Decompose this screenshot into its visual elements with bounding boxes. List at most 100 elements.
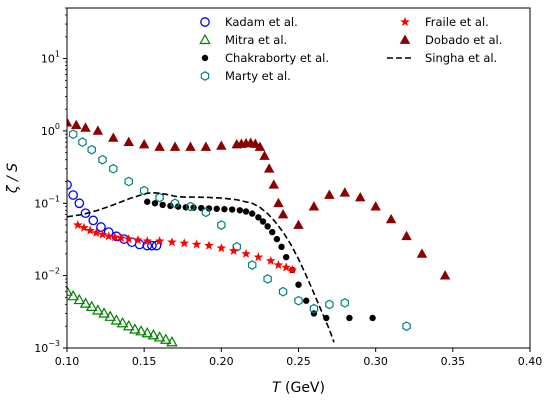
data-point xyxy=(295,281,302,288)
legend-item: Chakraborty et al. xyxy=(201,51,329,65)
data-point xyxy=(85,300,98,311)
data-point xyxy=(153,331,166,342)
data-point xyxy=(155,192,164,203)
legend-label: Singha et al. xyxy=(425,51,497,65)
data-point xyxy=(87,144,96,155)
data-point xyxy=(221,205,228,213)
data-point xyxy=(110,232,120,242)
data-point xyxy=(147,329,160,340)
data-point xyxy=(116,233,126,243)
y-tick-label: 10−2 xyxy=(34,267,60,283)
series-chakraborty-et-al xyxy=(144,198,376,322)
data-point xyxy=(160,333,172,344)
data-point xyxy=(109,163,118,174)
data-point xyxy=(138,138,150,149)
data-point xyxy=(201,207,211,218)
legend-item: Marty et al. xyxy=(200,69,291,83)
legend-item: Kadam et al. xyxy=(200,15,298,29)
data-point xyxy=(179,238,190,248)
data-point xyxy=(79,222,89,232)
data-point xyxy=(67,289,79,301)
data-point xyxy=(278,286,288,297)
data-point xyxy=(205,205,213,212)
data-point xyxy=(346,314,353,322)
series-fraile-et-al xyxy=(73,220,298,274)
legend: Kadam et al. Mitra et al. Chakraborty et a… xyxy=(199,15,502,83)
data-point xyxy=(92,304,104,315)
data-point xyxy=(263,274,272,284)
data-point xyxy=(213,205,220,212)
data-point xyxy=(402,321,411,332)
data-point xyxy=(170,198,180,209)
data-point xyxy=(339,187,351,197)
data-point xyxy=(294,295,303,306)
data-point xyxy=(281,262,291,272)
x-tick-label: 0.30 xyxy=(363,355,388,368)
legend-label: Fraile et al. xyxy=(425,15,489,29)
data-point xyxy=(216,243,227,253)
series-line xyxy=(67,191,335,343)
data-point xyxy=(108,132,119,142)
data-point xyxy=(142,236,153,246)
data-point xyxy=(204,240,214,250)
series-marty-et-al xyxy=(68,129,411,332)
legend-swatch xyxy=(400,17,410,27)
data-point xyxy=(308,201,320,211)
data-point xyxy=(268,179,280,189)
x-axis-label-symbol: T xyxy=(272,380,282,396)
data-point xyxy=(401,230,412,241)
data-point xyxy=(88,215,99,226)
data-point xyxy=(91,227,102,237)
x-tick-label: 0.10 xyxy=(55,355,80,368)
data-point xyxy=(282,253,290,261)
data-point xyxy=(104,310,116,321)
data-point xyxy=(278,243,285,251)
y-tick-label: 100 xyxy=(41,122,60,138)
data-point xyxy=(259,218,267,225)
data-point xyxy=(67,117,73,127)
legend-swatch xyxy=(199,33,211,45)
data-point xyxy=(369,314,376,322)
data-point xyxy=(265,255,276,265)
x-axis-label: T (GeV) xyxy=(272,380,325,396)
data-point xyxy=(68,190,79,200)
data-point xyxy=(439,270,451,280)
data-point xyxy=(96,222,106,232)
series-singha-et-al xyxy=(67,191,335,343)
data-point xyxy=(309,303,319,314)
legend-item: Dobado et al. xyxy=(399,33,502,47)
data-point xyxy=(116,316,129,328)
legend-item: Mitra et al. xyxy=(199,33,287,47)
data-point xyxy=(186,201,195,212)
data-point xyxy=(277,208,289,219)
x-tick-label: 0.20 xyxy=(209,355,234,368)
data-point xyxy=(73,293,86,305)
data-point xyxy=(232,241,241,252)
data-point xyxy=(253,252,264,262)
series-dobado-et-al xyxy=(67,117,451,280)
data-point xyxy=(97,229,108,239)
data-point xyxy=(264,223,271,230)
data-point xyxy=(92,125,104,135)
data-point xyxy=(325,299,334,310)
data-point xyxy=(80,122,91,132)
legend-item: Singha et al. xyxy=(387,51,497,65)
legend-label: Marty et al. xyxy=(225,69,291,83)
data-point xyxy=(78,137,87,148)
data-point xyxy=(198,204,205,212)
data-point xyxy=(273,260,284,270)
y-tick-label: 101 xyxy=(41,50,60,66)
data-point xyxy=(98,154,107,165)
data-point xyxy=(166,336,178,347)
data-point xyxy=(263,163,275,173)
data-point xyxy=(191,239,202,249)
legend-item: Fraile et al. xyxy=(400,15,489,29)
data-point xyxy=(185,141,196,151)
data-point xyxy=(355,192,366,202)
y-axis: 10−3 10−2 10−1 100 101 xyxy=(34,7,67,355)
data-point xyxy=(324,189,335,199)
legend-label: Chakraborty et al. xyxy=(225,51,329,65)
data-point xyxy=(249,210,256,217)
